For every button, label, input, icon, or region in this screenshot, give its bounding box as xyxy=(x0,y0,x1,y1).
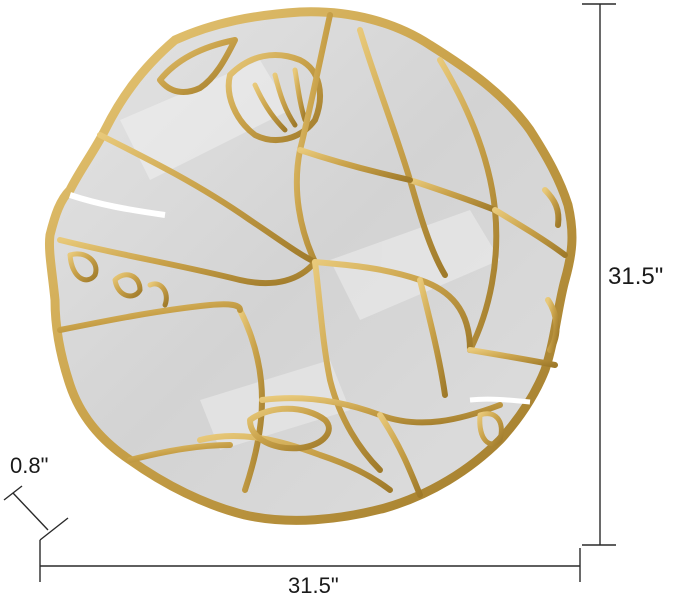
mirror-reflection xyxy=(120,60,500,450)
height-label: 31.5" xyxy=(608,263,663,290)
depth-label: 0.8" xyxy=(10,453,48,478)
width-label: 31.5" xyxy=(288,573,339,598)
depth-dimension: 0.8" xyxy=(3,453,69,548)
depth-line xyxy=(12,492,49,531)
depth-tick-bottom xyxy=(39,517,69,541)
gold-frame xyxy=(44,7,577,525)
width-dimension: 31.5" xyxy=(39,548,581,598)
height-dimension: 31.5" xyxy=(582,3,663,546)
gold-rim xyxy=(44,7,577,525)
